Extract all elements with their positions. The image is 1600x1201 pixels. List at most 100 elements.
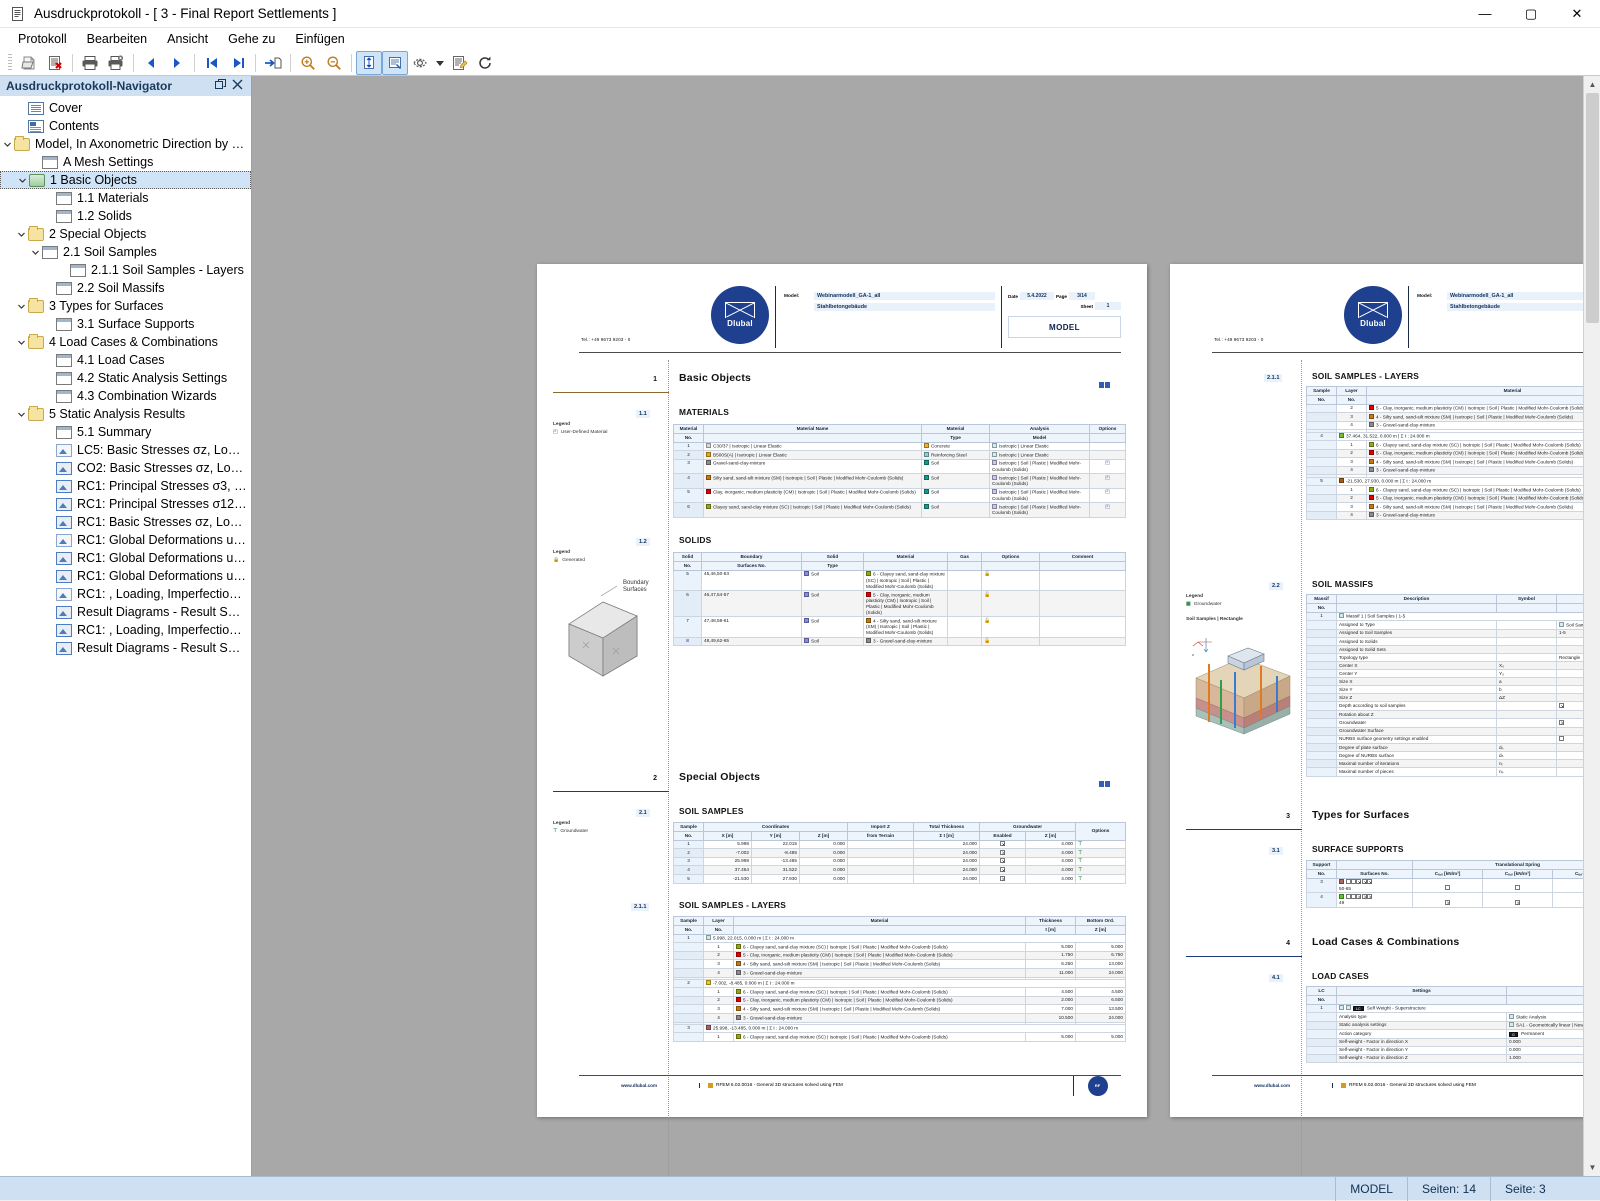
table-row[interactable]: 2-7.002, -8.485, 0.000 m | Σ t : 24.000 … — [674, 979, 1126, 988]
navigator-item-rc1-basic-stresses-z-loading-i[interactable]: RC1: Basic Stresses σz, Loading, I… — [0, 513, 251, 531]
navigator-item-1-2-solids[interactable]: 1.2 Solids — [0, 207, 251, 225]
table-row[interactable]: Rotation about Z0.00deg — [1307, 711, 1600, 719]
navigator-item-a-mesh-settings[interactable]: A Mesh Settings — [0, 153, 251, 171]
navigator-item-5-static-analysis-results[interactable]: 5 Static Analysis Results — [0, 405, 251, 423]
table-row[interactable]: Maximal number of piecesnₚ50 — [1307, 768, 1600, 776]
undock-icon[interactable] — [215, 79, 226, 93]
refresh-icon[interactable] — [472, 51, 498, 75]
table-row[interactable]: Maximal number of iterationsnᵢ3 — [1307, 760, 1600, 768]
expand-toggle-icon[interactable] — [14, 410, 28, 419]
export-page-icon[interactable] — [260, 51, 286, 75]
table-row[interactable]: Groundwater — [1307, 719, 1600, 728]
table-row[interactable]: Depth according to soil samples — [1307, 702, 1600, 711]
table-row[interactable]: 43 - Gravel-sand-clay-mixture11.00024.00… — [1307, 511, 1600, 520]
menu-item-einfuegen[interactable]: Einfügen — [285, 30, 354, 48]
navigator-item-rc1-global-deformations-uz-loa[interactable]: RC1: Global Deformations uz, Loa… — [0, 549, 251, 567]
navigator-item-2-1-soil-samples[interactable]: 2.1 Soil Samples — [0, 243, 251, 261]
zoom-in-icon[interactable] — [295, 51, 321, 75]
print-settings-icon[interactable] — [103, 51, 129, 75]
navigator-item-2-special-objects[interactable]: 2 Special Objects — [0, 225, 251, 243]
expand-toggle-icon[interactable] — [14, 338, 28, 347]
navigator-item-rc1-principal-stresses-3-loadin[interactable]: RC1: Principal Stresses σ3, Loadin… — [0, 477, 251, 495]
table-row[interactable]: Degree of plate surfacedₚ6 — [1307, 744, 1600, 752]
navigator-item-4-2-static-analysis-settings[interactable]: 4.2 Static Analysis Settings — [0, 369, 251, 387]
navigator-item-5-1-summary[interactable]: 5.1 Summary — [0, 423, 251, 441]
zoom-out-icon[interactable] — [321, 51, 347, 75]
toolbar-grip[interactable] — [8, 54, 12, 72]
maximize-button[interactable]: ▢ — [1508, 0, 1554, 28]
report-page-1[interactable]: Tel.: +49 9673 9203 - 0 Dlubal Model: We… — [537, 264, 1147, 1117]
navigator-item-3-1-surface-supports[interactable]: 3.1 Surface Supports — [0, 315, 251, 333]
navigator-item-rc1-loading-imperfections-i[interactable]: RC1: , Loading, Imperfections, I… — [0, 621, 251, 639]
table-row[interactable]: Groundwater Surface44 — [1307, 727, 1600, 735]
menu-item-protokoll[interactable]: Protokoll — [8, 30, 77, 48]
navigator-item-result-diagrams-result-section[interactable]: Result Diagrams - Result Section … — [0, 603, 251, 621]
soil-massifs-table[interactable]: MassifDescriptionSymbolValueUnitOptionsN… — [1306, 594, 1600, 777]
table-row[interactable]: 3 50-65 — [1307, 878, 1600, 892]
menu-item-ansicht[interactable]: Ansicht — [157, 30, 218, 48]
table-row[interactable]: 5-21.530, 27.930, 0.000 m | Σ t : 24.000… — [1307, 477, 1600, 486]
table-row[interactable]: Assigned to Solid Sets — [1307, 646, 1600, 654]
scroll-up-button[interactable]: ▲ — [1584, 76, 1600, 93]
navigator-item-contents[interactable]: Contents — [0, 117, 251, 135]
expand-toggle-icon[interactable] — [14, 302, 28, 311]
table-row[interactable]: 43 - Gravel-sand-clay-mixture11.00024.00… — [1307, 466, 1600, 475]
minimize-button[interactable]: — — [1462, 0, 1508, 28]
load-cases-table[interactable]: LCSettingsValueUnitTo SolveNo.1LC Self W… — [1306, 986, 1600, 1063]
open-report-icon[interactable] — [16, 51, 42, 75]
navigator-item-1-basic-objects[interactable]: 1 Basic Objects — [0, 171, 251, 189]
table-row[interactable]: Degree of NURBS surfacedₙ6 — [1307, 752, 1600, 760]
navigator-item-co2-basic-stresses-z-loading[interactable]: CO2: Basic Stresses σz, Loading, … — [0, 459, 251, 477]
navigator-item-result-diagrams-result-section[interactable]: Result Diagrams - Result Section … — [0, 639, 251, 657]
expand-toggle-icon[interactable] — [14, 230, 28, 239]
last-page-icon[interactable] — [225, 51, 251, 75]
table-row[interactable]: 4 49 — [1307, 893, 1600, 907]
vertical-scrollbar[interactable]: ▲ ▼ — [1583, 76, 1600, 1176]
navigator-item-lc5-basic-stresses-z-loading-i[interactable]: LC5: Basic Stresses σz, Loading, I… — [0, 441, 251, 459]
navigator-item-rc1-principal-stresses-123-loa[interactable]: RC1: Principal Stresses σ123, Loa… — [0, 495, 251, 513]
report-page-2[interactable]: Tel.: +49 9673 9203 - 0 Dlubal Model: We… — [1170, 264, 1600, 1117]
print-icon[interactable] — [77, 51, 103, 75]
navigator-item-2-1-1-soil-samples-layers[interactable]: 2.1.1 Soil Samples - Layers — [0, 261, 251, 279]
navigator-item-rc1-global-deformations-uz-loa[interactable]: RC1: Global Deformations uz, Loa… — [0, 531, 251, 549]
navigator-item-rc1-global-deformations-uz-loa[interactable]: RC1: Global Deformations uz, Loa… — [0, 567, 251, 585]
table-row[interactable]: Assigned to Solids — [1307, 637, 1600, 645]
table-row[interactable]: 43 - Gravel-sand-clay-mixture10.50024.00… — [1307, 421, 1600, 430]
